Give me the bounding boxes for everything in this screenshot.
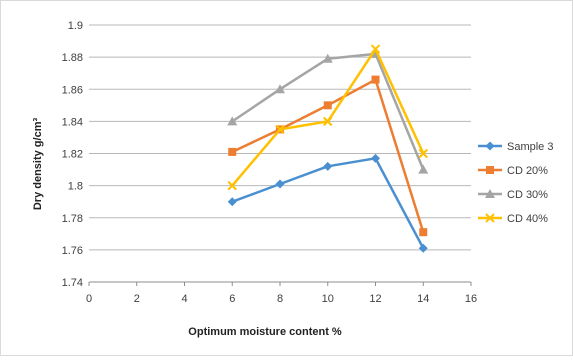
x-axis-title: Optimum moisture content % (188, 326, 342, 338)
y-tick-label: 1.9 (68, 20, 83, 32)
data-point (418, 148, 428, 159)
x-tick-label: 8 (277, 293, 283, 305)
data-point (370, 44, 381, 54)
x-tick-label: 0 (86, 293, 92, 305)
legend-marker (485, 213, 495, 223)
y-tick-label: 1.88 (62, 52, 83, 64)
data-point (227, 180, 237, 191)
legend-label: CD 20% (507, 165, 548, 177)
legend-marker (486, 166, 494, 174)
x-tick-label: 16 (465, 293, 477, 305)
y-tick-label: 1.84 (62, 116, 83, 128)
y-tick-label: 1.76 (62, 245, 83, 257)
y-axis-title: Dry density g/cm³ (32, 118, 44, 211)
x-tick-label: 12 (369, 293, 381, 305)
x-tick-label: 2 (134, 293, 140, 305)
data-point (323, 161, 333, 171)
gridlines (89, 24, 471, 283)
data-point (275, 124, 285, 135)
x-tick-label: 6 (229, 293, 235, 305)
data-point (418, 164, 429, 174)
x-tick-label: 10 (322, 293, 334, 305)
legend-label: Sample 3 (507, 141, 553, 153)
series-line (231, 157, 425, 249)
legend-marker (485, 189, 495, 198)
data-point (227, 197, 237, 207)
data-point (323, 116, 333, 127)
y-tick-label: 1.74 (62, 277, 83, 289)
data-point (418, 243, 428, 253)
x-tick-label: 14 (417, 293, 429, 305)
data-point (275, 179, 285, 189)
y-tick-label: 1.82 (62, 149, 83, 161)
legend-marker (485, 141, 495, 151)
data-point (275, 84, 285, 94)
data-point (322, 53, 333, 63)
axes: 1.74 1.76 1.78 1.8 1.82 1.84 1.86 1.88 1.9 0 2 4 6 8 1… (62, 20, 478, 305)
line-chart: 1.74 1.76 1.78 1.8 1.82 1.84 1.86 1.88 1.9 0 2 4 6 8 1… (32, 20, 553, 338)
series (227, 44, 429, 253)
data-point (419, 228, 428, 237)
data-point (371, 153, 380, 163)
y-tick-label: 1.78 (62, 213, 83, 225)
legend: Sample 3 CD 20% CD 30% CD 40% (478, 141, 553, 225)
data-point (227, 116, 238, 126)
y-tick-label: 1.8 (68, 181, 83, 193)
legend-label: CD 30% (507, 189, 548, 201)
data-point (228, 147, 237, 156)
data-point (371, 75, 380, 84)
legend-label: CD 40% (507, 213, 548, 225)
x-tick-label: 4 (181, 293, 187, 305)
y-tick-label: 1.86 (62, 84, 83, 96)
data-point (323, 101, 332, 110)
